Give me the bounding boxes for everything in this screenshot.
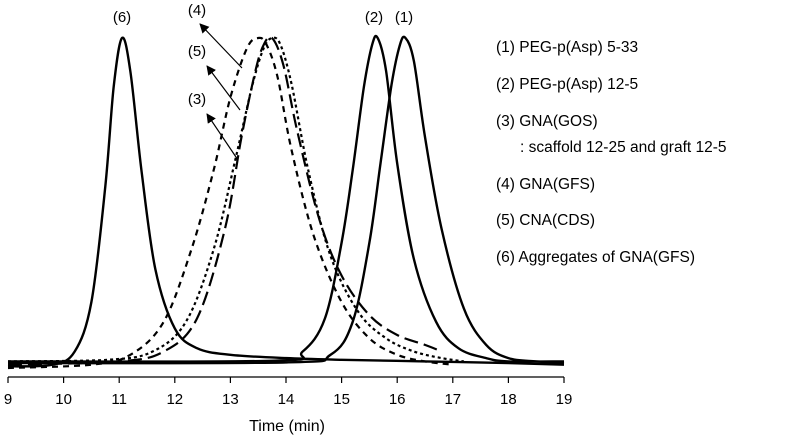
- arrow-5: [206, 65, 241, 111]
- series-line-6: [7, 36, 565, 368]
- x-tick-label: 11: [111, 391, 127, 408]
- peak-label-3: (3): [188, 91, 206, 108]
- legend-item-3: (3) GNA(GOS): [496, 113, 598, 130]
- arrow-3: [206, 113, 239, 161]
- legend-item-2: (2) PEG-p(Asp) 12-5: [496, 76, 638, 93]
- legend-item-5: (5) CNA(CDS): [496, 212, 595, 229]
- series-line-1: [7, 35, 565, 365]
- x-tick-label: 18: [500, 391, 517, 408]
- series-line-5: [7, 36, 465, 363]
- arrow-4: [199, 23, 243, 69]
- series-line-3: [7, 35, 443, 366]
- x-tick-label: 16: [389, 391, 406, 408]
- peak-label-1: (1): [395, 9, 413, 26]
- series-layer: [7, 34, 565, 370]
- x-tick-label: 19: [556, 391, 573, 408]
- x-tick-label: 17: [444, 391, 461, 408]
- x-tick-label: 9: [4, 391, 12, 408]
- legend-item-6: (6) Aggregates of GNA(GFS): [496, 249, 695, 266]
- x-tick-label: 15: [333, 391, 350, 408]
- x-axis-title: Time (min): [249, 418, 325, 435]
- peak-label-5: (5): [188, 43, 206, 60]
- x-tick-label: 14: [278, 391, 295, 408]
- x-tick-label: 13: [222, 391, 239, 408]
- peak-label-2: (2): [365, 9, 383, 26]
- x-tick-label: 10: [55, 391, 72, 408]
- legend-item-4: (4) GNA(GFS): [496, 176, 595, 193]
- peak-label-6: (6): [113, 9, 131, 26]
- series-line-4: [7, 36, 453, 370]
- legend: (1) PEG-p(Asp) 5-33 (2) PEG-p(Asp) 12-5 …: [496, 39, 727, 266]
- peak-label-4: (4): [188, 2, 206, 19]
- legend-item-3-detail: : scaffold 12-25 and graft 12-5: [520, 139, 727, 156]
- legend-item-1: (1) PEG-p(Asp) 5-33: [496, 39, 638, 56]
- series-line-2: [7, 34, 565, 363]
- x-ticks: 9 10 11 12 13 14 15 16 17 18 19: [4, 377, 573, 408]
- x-tick-label: 12: [166, 391, 183, 408]
